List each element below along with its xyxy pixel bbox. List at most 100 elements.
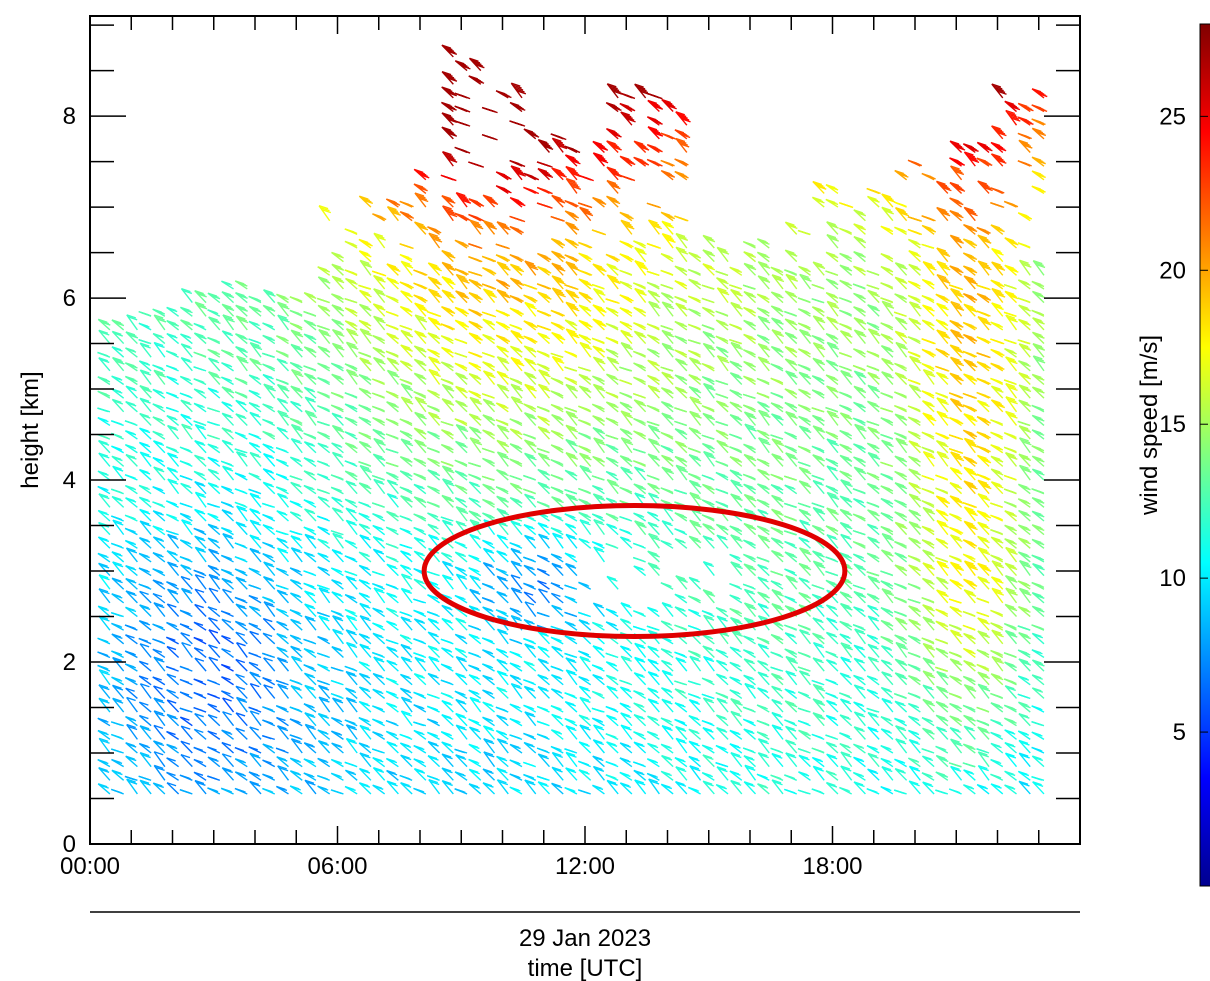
wind-barb <box>345 614 358 631</box>
wind-barb <box>660 431 674 440</box>
wind-barb <box>207 502 221 509</box>
wind-barb <box>867 656 880 672</box>
wind-barb <box>262 735 275 741</box>
wind-barb <box>715 714 729 727</box>
wind-barb <box>990 385 1004 399</box>
wind-barb <box>125 347 138 358</box>
wind-barb <box>414 330 427 345</box>
wind-barb <box>647 438 661 454</box>
wind-barb <box>564 376 578 386</box>
wind-barb <box>550 133 567 141</box>
wind-barb <box>468 567 482 577</box>
wind-barb <box>702 249 716 263</box>
wind-barb <box>880 253 894 263</box>
wind-barb <box>840 370 853 385</box>
wind-barb <box>715 471 729 481</box>
wind-barb <box>1031 731 1045 740</box>
wind-barb <box>674 680 688 686</box>
wind-barb <box>303 319 317 331</box>
wind-barb <box>797 651 811 659</box>
wind-barb <box>990 529 1004 536</box>
wind-barb <box>551 766 564 781</box>
wind-barb <box>729 553 743 563</box>
wind-barb <box>166 621 179 631</box>
wind-barb <box>510 396 524 413</box>
wind-barb <box>771 438 785 454</box>
wind-barb <box>564 210 579 222</box>
wind-barb <box>550 665 564 672</box>
wind-barb <box>962 743 976 754</box>
wind-barb <box>702 330 716 345</box>
wind-barb <box>276 335 289 345</box>
wind-barb <box>907 635 921 645</box>
wind-barb <box>702 754 715 768</box>
wind-barb <box>852 771 866 781</box>
wind-barb <box>125 331 139 345</box>
wind-barb <box>330 474 344 481</box>
wind-barb <box>908 780 921 795</box>
wind-barb <box>962 610 976 618</box>
wind-barb <box>730 698 743 713</box>
wind-barb <box>454 92 471 100</box>
wind-barb <box>317 679 330 686</box>
wind-barb <box>373 232 386 249</box>
wind-barb <box>441 699 454 713</box>
wind-barb <box>358 387 372 399</box>
wind-barb <box>495 171 512 181</box>
wind-barb <box>427 645 441 658</box>
wind-barb <box>207 512 221 522</box>
wind-barb <box>426 447 440 454</box>
wind-barb <box>701 693 715 700</box>
wind-barb <box>921 446 935 454</box>
wind-barb <box>963 480 978 495</box>
wind-barb <box>648 300 661 317</box>
wind-barb <box>1005 396 1018 413</box>
wind-barb <box>304 779 317 795</box>
wind-barb <box>701 284 715 290</box>
wind-barb <box>234 596 248 604</box>
wind-barb <box>126 778 138 795</box>
wind-barb <box>317 431 331 440</box>
wind-barb <box>1031 309 1045 317</box>
wind-barb <box>221 741 235 754</box>
wind-barb <box>730 561 743 577</box>
wind-barb <box>660 387 674 399</box>
wind-barb <box>729 446 743 454</box>
wind-barb <box>564 406 578 413</box>
wind-barb <box>977 535 990 549</box>
wind-barb <box>894 330 908 345</box>
wind-barb <box>372 767 386 781</box>
wind-barb <box>194 480 207 495</box>
wind-barb <box>935 319 949 331</box>
y-tick-label-3: 6 <box>63 285 76 312</box>
wind-barb <box>207 407 221 413</box>
wind-barb <box>524 643 537 658</box>
wind-barb <box>633 512 647 522</box>
wind-barb <box>125 606 138 618</box>
wind-barb <box>124 514 138 522</box>
wind-barb <box>578 278 593 290</box>
wind-barb <box>619 269 633 276</box>
wind-barb <box>400 396 414 413</box>
wind-barb <box>619 379 633 386</box>
wind-barb <box>866 365 880 372</box>
wind-barb <box>771 698 784 713</box>
wind-barb <box>743 483 756 495</box>
wind-barb <box>234 746 248 754</box>
wind-barb <box>111 346 125 358</box>
wind-barb <box>482 220 498 235</box>
wind-barb <box>646 158 663 167</box>
wind-barb <box>482 674 495 686</box>
wind-barb <box>509 345 523 358</box>
wind-barb <box>866 482 880 495</box>
wind-barb <box>469 219 484 235</box>
wind-barb <box>757 738 770 754</box>
wind-barb <box>619 294 634 304</box>
wind-barb <box>441 261 456 276</box>
wind-barb <box>784 401 798 413</box>
wind-barb <box>98 439 111 454</box>
wind-barb <box>537 452 551 467</box>
wind-barb <box>908 455 921 467</box>
wind-barb <box>976 310 991 317</box>
